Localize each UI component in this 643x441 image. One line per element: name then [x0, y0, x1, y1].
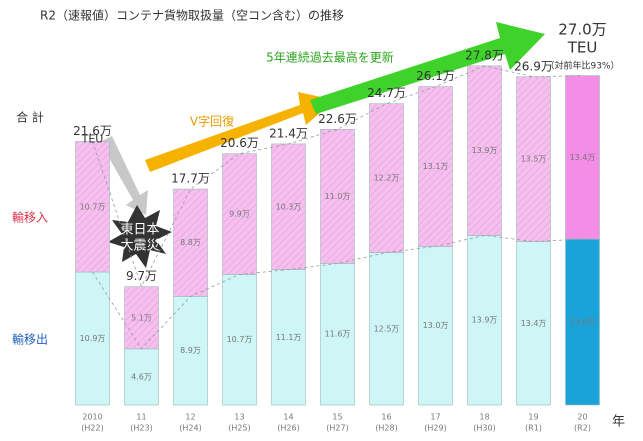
x-tick-label: (H30) — [473, 424, 495, 433]
total-name: 合 計 — [16, 110, 44, 125]
total-label: 26.1万 — [416, 69, 455, 83]
guide-line — [92, 65, 583, 288]
segment-label: 10.9万 — [80, 334, 106, 343]
x-unit: 年 — [612, 415, 625, 430]
segment-label: 13.9万 — [472, 146, 498, 155]
total-label: 9.7万 — [126, 269, 157, 283]
bar-segment — [418, 246, 453, 406]
bar-segment — [320, 263, 355, 406]
bar-segment — [565, 75, 600, 240]
guide-line — [92, 235, 583, 350]
x-tick-label: (H25) — [228, 424, 250, 433]
total-label: 21.4万 — [269, 126, 308, 140]
note: （対前年比93%） — [545, 60, 619, 72]
x-tick-label: 11 — [136, 413, 146, 422]
x-tick-label: 17 — [430, 413, 440, 422]
total-label: 24.7万 — [367, 86, 406, 100]
x-tick-label: 2010 — [82, 413, 102, 422]
chart-title: R2（速報値）コンテナ貨物取扱量（空コン含む）の推移 — [40, 8, 344, 23]
segment-label: 4.6万 — [131, 372, 152, 381]
segment-label: 10.7万 — [80, 202, 106, 211]
bar-segment — [516, 241, 551, 406]
annotation: 5年連続過去最高を更新 — [266, 50, 394, 65]
x-tick-label: (H27) — [326, 424, 348, 433]
segment-label: 13.9万 — [472, 316, 498, 325]
segment-label: 5.1万 — [131, 313, 152, 322]
total-label: 22.6万 — [318, 112, 357, 126]
hatch — [124, 286, 159, 349]
total-label: 26.9万 — [514, 59, 553, 73]
x-tick-label: 14 — [283, 413, 293, 422]
hatch — [75, 141, 110, 273]
total-label: 17.7万 — [171, 172, 210, 186]
x-tick-label: 20 — [577, 413, 587, 422]
total-label: 27.8万 — [465, 48, 504, 62]
gray-arrow — [100, 136, 148, 215]
segment-label: 13.4万 — [521, 319, 547, 328]
hatch — [418, 86, 453, 247]
legend-label: 輸移入 — [12, 210, 48, 225]
x-tick-label: (H23) — [130, 424, 152, 433]
bar-segment — [271, 269, 306, 406]
hatch — [173, 189, 208, 297]
green-arrow — [310, 22, 545, 114]
segment-label: 10.7万 — [227, 335, 253, 344]
bar-segment — [369, 252, 404, 406]
segment-label: 8.9万 — [180, 346, 201, 355]
segment-label: 8.8万 — [180, 238, 201, 247]
annotation: 大震災 — [120, 239, 159, 254]
segment-label: 13.5万 — [521, 155, 547, 164]
segment-label: 10.3万 — [276, 202, 302, 211]
hatch — [271, 143, 306, 270]
x-tick-label: 13 — [234, 413, 244, 422]
x-tick-label: 18 — [479, 413, 489, 422]
x-tick-label: (R1) — [525, 424, 542, 433]
hatch — [320, 129, 355, 264]
segment-label: 13.4万 — [570, 153, 596, 162]
legend-label: 輸移出 — [12, 332, 48, 347]
x-tick-label: 15 — [332, 413, 342, 422]
bar-segment — [222, 274, 257, 406]
x-tick-label: 12 — [185, 413, 195, 422]
v-arrow — [145, 92, 335, 172]
segment-label: 11.6万 — [325, 330, 351, 339]
total-label: 21.6万 — [73, 124, 112, 138]
segment-label: 11.1万 — [276, 333, 302, 342]
x-tick-label: (H26) — [277, 424, 299, 433]
annotation: 東日本 — [120, 222, 159, 238]
total-label: 27.0万 — [558, 21, 606, 39]
x-tick-label: 19 — [528, 413, 538, 422]
segment-label: 12.2万 — [374, 174, 400, 183]
x-tick-label: (H24) — [179, 424, 201, 433]
segment-label: 11.0万 — [325, 192, 351, 201]
x-tick-label: (R2) — [574, 424, 591, 433]
x-tick-label: (H29) — [424, 424, 446, 433]
hatch — [222, 153, 257, 275]
quake-burst — [108, 205, 172, 268]
segment-label: 12.5万 — [374, 324, 400, 333]
bar-segment — [75, 271, 110, 406]
unit-label: TEU — [81, 132, 104, 145]
annotation: V字回復 — [190, 114, 234, 129]
segment-label: 13.6万 — [570, 318, 596, 327]
x-tick-label: 16 — [381, 413, 391, 422]
segment-label: 13.1万 — [423, 162, 449, 171]
x-tick-label: (H22) — [81, 424, 103, 433]
hatch — [516, 76, 551, 242]
bar-segment — [467, 235, 502, 406]
hatch — [369, 103, 404, 253]
bar-segment — [565, 238, 600, 406]
total-label: 20.6万 — [220, 136, 259, 150]
hatch — [467, 65, 502, 236]
segment-label: 9.9万 — [229, 210, 250, 219]
bar-segment — [173, 296, 208, 406]
x-tick-label: (H28) — [375, 424, 397, 433]
unit-label: TEU — [567, 39, 598, 57]
segment-label: 13.0万 — [423, 321, 449, 330]
